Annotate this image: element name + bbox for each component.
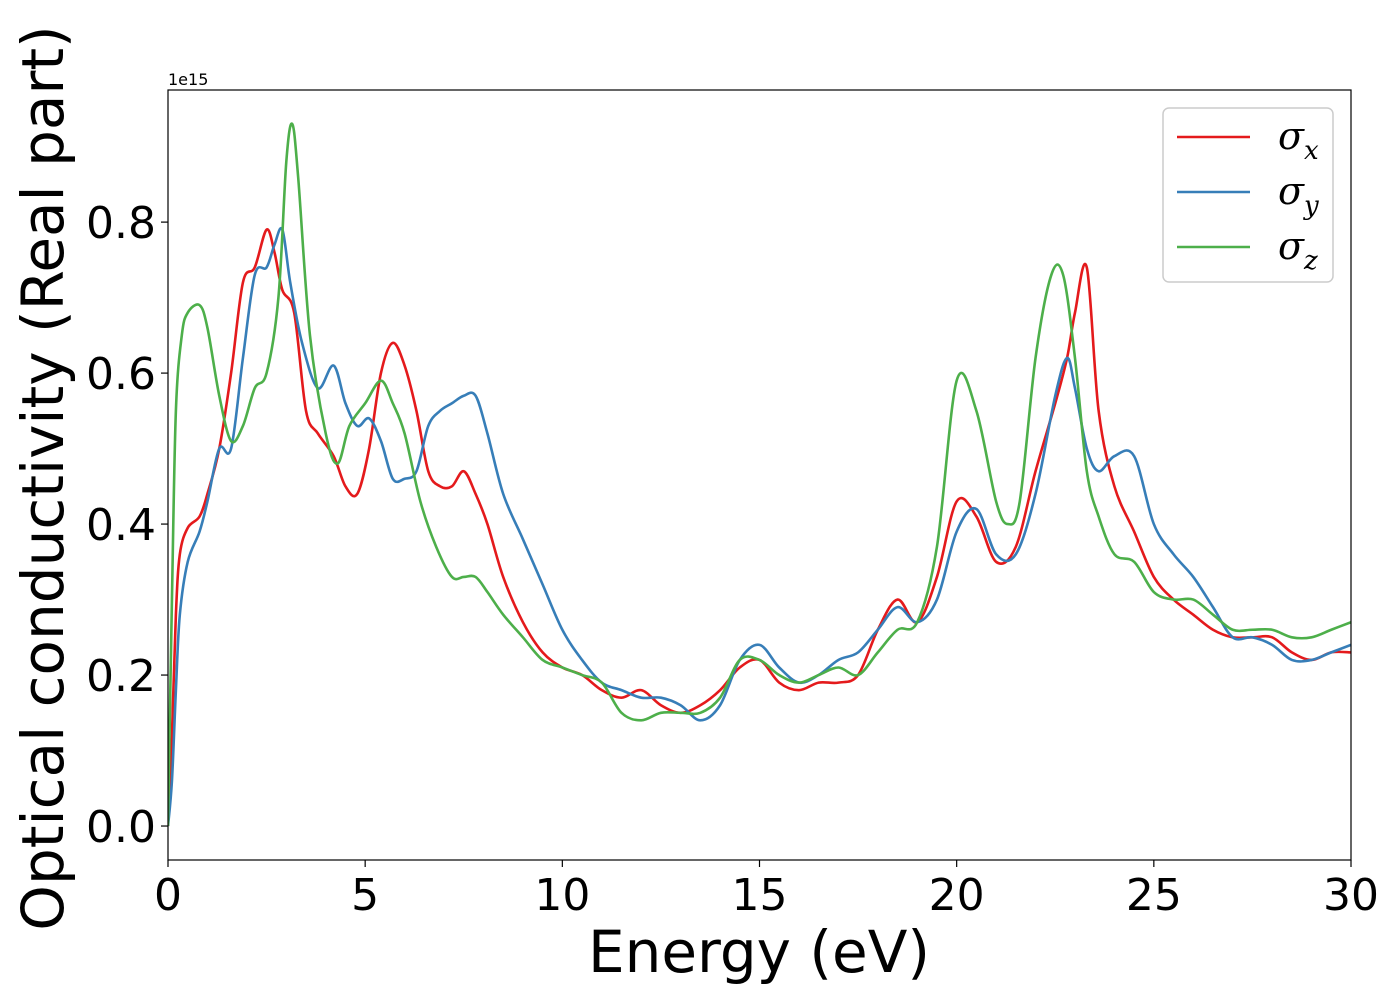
y-tick-label: 0.2 bbox=[86, 651, 156, 702]
legend-label-x: σx bbox=[1278, 114, 1319, 166]
legend-label-z: σz bbox=[1278, 224, 1318, 276]
legend-label-subscript: z bbox=[1303, 246, 1318, 276]
legend-label-base: σ bbox=[1278, 169, 1305, 213]
legend-label-subscript: y bbox=[1303, 191, 1319, 221]
y-tick-label: 0.8 bbox=[86, 198, 156, 249]
x-tick-label: 10 bbox=[534, 870, 590, 921]
y-tick-label: 0.4 bbox=[86, 500, 156, 551]
legend-label-y: σy bbox=[1278, 169, 1319, 221]
legend-label-subscript: x bbox=[1304, 136, 1319, 166]
x-tick-label: 0 bbox=[154, 870, 182, 921]
x-tick-label: 30 bbox=[1323, 870, 1379, 921]
series-line-x bbox=[168, 228, 1351, 827]
x-tick-label: 5 bbox=[351, 870, 379, 921]
x-tick-label: 25 bbox=[1126, 870, 1182, 921]
series-layer bbox=[168, 122, 1351, 827]
y-axis-ticks: 0.0 0.2 0.4 0.6 0.8 bbox=[86, 198, 168, 853]
x-axis-title: Energy (eV) bbox=[588, 918, 930, 986]
y-tick-label: 0.6 bbox=[86, 349, 156, 400]
x-tick-label: 15 bbox=[732, 870, 788, 921]
x-tick-label: 20 bbox=[929, 870, 985, 921]
legend-label-base: σ bbox=[1278, 224, 1305, 268]
series-line-z bbox=[168, 122, 1351, 827]
x-axis-ticks: 0 5 10 15 20 25 30 bbox=[154, 860, 1379, 921]
legend-label-base: σ bbox=[1278, 114, 1305, 158]
legend-box bbox=[1162, 107, 1334, 283]
series-line-y bbox=[168, 226, 1351, 827]
y-axis-offset-label: 1e15 bbox=[168, 70, 208, 89]
y-tick-label: 0.0 bbox=[86, 802, 156, 853]
y-axis-title: Optical conductivity (Real part) bbox=[9, 25, 77, 930]
